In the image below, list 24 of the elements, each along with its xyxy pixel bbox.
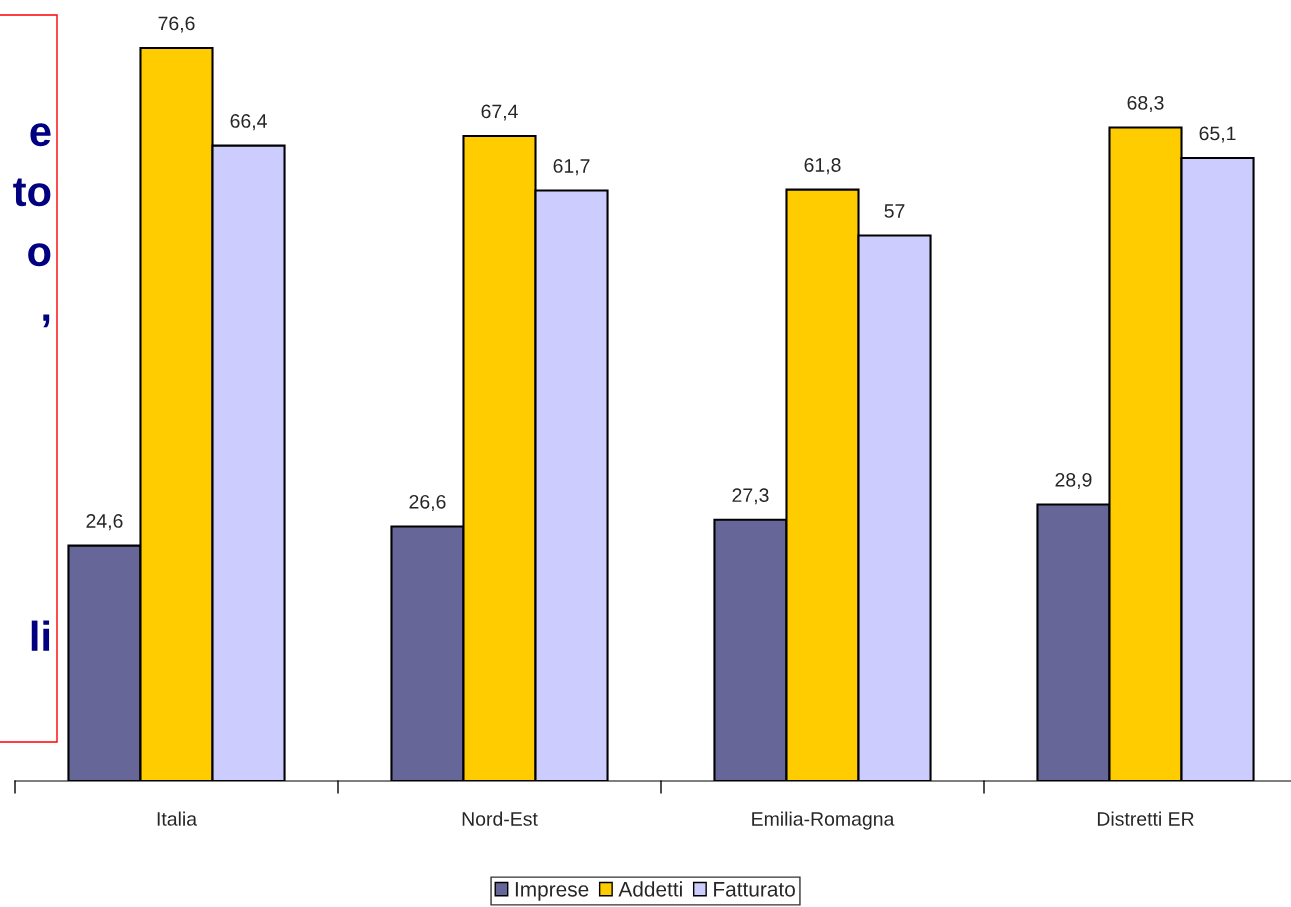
x-tick-label: Nord-Est [462, 811, 538, 826]
data-label: 66,4 [230, 114, 267, 131]
data-label: 61,7 [553, 159, 590, 176]
data-label: 76,6 [158, 16, 195, 33]
data-label: 26,6 [409, 494, 446, 512]
x-tick-label: Emilia-Romagna [752, 811, 895, 830]
data-label: 24,6 [86, 514, 123, 531]
annotation: , [43, 314, 50, 328]
legend-label: Addetti [618, 881, 682, 897]
data-label: 28,9 [1055, 472, 1092, 490]
annotation: e [30, 123, 51, 147]
data-label: 67,4 [481, 104, 518, 121]
data-label: 57 [884, 204, 905, 218]
data-label: 68,3 [1127, 95, 1164, 112]
data-label: 61,8 [804, 158, 841, 175]
annotation: o [28, 243, 51, 267]
annotation: to [13, 178, 51, 207]
annotation: li [31, 620, 50, 651]
x-tick-label: Italia [157, 811, 198, 826]
x-tick-label: Distretti ER [1097, 811, 1194, 826]
legend-label: Imprese [515, 882, 589, 901]
legend-label: Fatturato [714, 882, 795, 897]
data-label: 27,3 [732, 488, 769, 505]
data-label: 65,1 [1199, 126, 1236, 143]
